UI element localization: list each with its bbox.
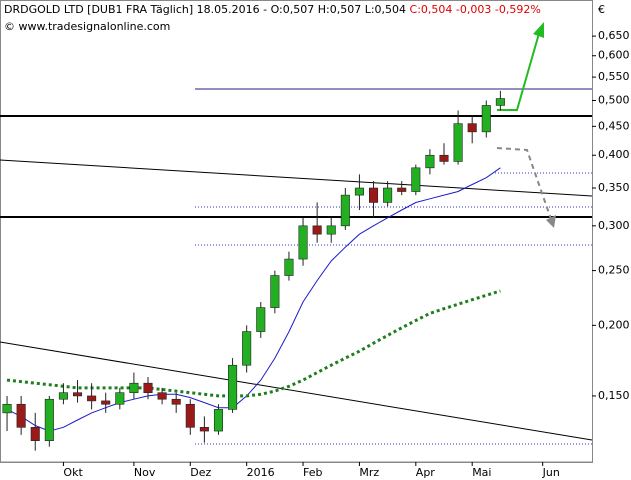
candle-body [143,382,153,393]
candle-body [495,98,505,106]
y-tick-label: 0,500 [598,93,630,106]
x-tick-label: 2016 [247,466,275,479]
y-tick-label: 0,350 [598,181,630,194]
moving-average [6,289,501,398]
y-tick-label: 0,200 [598,318,630,331]
y-tick-label: 0,650 [598,29,630,42]
candle-body [340,194,350,227]
candle-body [439,154,449,162]
x-tick-label: Jun [542,466,560,479]
candle-body [256,307,266,332]
candle-body [199,427,209,432]
candle-body [16,403,26,428]
candle-body [284,258,294,276]
candle-body [101,400,111,405]
y-tick-label: 0,550 [598,70,630,83]
candle-body [383,187,393,203]
candle-body [228,364,238,410]
candle-body [157,392,167,400]
forecast-up [497,29,541,111]
candle-body [326,225,336,235]
x-tick-label: Feb [303,466,322,479]
candle-body [298,225,308,260]
y-tick-label: 0,400 [598,148,630,161]
x-tick-label: Okt [63,466,83,479]
candle-body [87,395,97,402]
title: DRDGOLD LTD [DUB1 FRA Täglich] 18.05.201… [4,3,406,16]
candle-body [213,409,224,432]
subtitle: © www.tradesignalonline.com [4,20,170,33]
candle-body [242,331,252,366]
trend-line [0,159,593,197]
candle-body [411,167,421,192]
candle-body [185,403,195,428]
y-tick-label: 0,300 [598,219,630,232]
candle-body [453,123,463,162]
candle-body [115,392,125,405]
x-tick-label: Mai [472,466,491,479]
candle-body [354,187,364,196]
candle-body [2,403,12,414]
x-tick-label: Nov [134,466,156,479]
y-tick-label: 0,600 [598,49,630,62]
candle-body [171,398,181,405]
x-tick-label: Dez [190,466,211,479]
arrow-head [546,215,556,228]
candle-body [58,392,68,400]
candle-body [270,275,280,308]
moving-average [6,167,501,432]
candle-body [30,427,40,441]
y-tick-label: 0,250 [598,264,630,277]
y-tick-label: 0,450 [598,119,630,132]
arrow-head [533,22,544,38]
candle-body [72,392,83,397]
x-tick-label: Mrz [359,466,379,479]
candle-body [425,154,435,169]
candle-body [467,123,477,133]
forecast-down [496,147,553,223]
title-change: C:0,504 -0,003 -0,592% [410,3,541,16]
candle-body [481,105,491,133]
x-tick-label: Apr [416,466,436,479]
plot-frame [0,0,593,463]
candle-body [129,382,139,393]
marks [2,90,505,451]
trend-line [0,341,593,441]
y-tick-label: 0,150 [598,389,630,402]
candle-body [312,225,322,235]
candle-body [397,187,407,192]
candle-body [44,398,54,441]
candle-body [368,187,379,203]
chart-title: DRDGOLD LTD [DUB1 FRA Täglich] 18.05.201… [4,3,541,16]
currency: € [598,3,605,16]
